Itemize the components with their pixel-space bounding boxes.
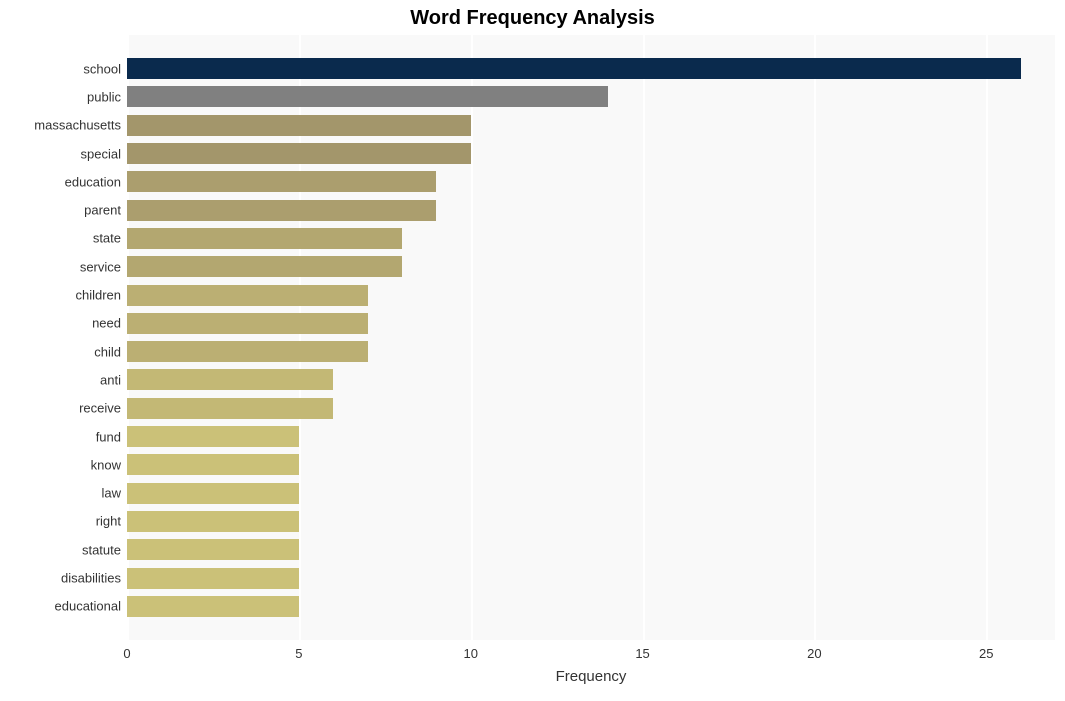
y-tick-label: need (92, 316, 121, 331)
x-tick-label: 5 (295, 646, 302, 661)
x-tick-label: 20 (807, 646, 821, 661)
y-tick-label: receive (79, 401, 121, 416)
bar (127, 454, 299, 475)
y-tick-label: special (81, 146, 121, 161)
bar (127, 398, 333, 419)
y-tick-label: right (96, 514, 121, 529)
bar (127, 58, 1021, 79)
bar (127, 539, 299, 560)
y-tick-label: education (65, 174, 121, 189)
bar (127, 511, 299, 532)
gridline (471, 35, 473, 640)
bar (127, 228, 402, 249)
y-tick-label: child (94, 344, 121, 359)
bar (127, 143, 471, 164)
y-tick-label: massachusetts (34, 118, 121, 133)
chart-title: Word Frequency Analysis (0, 7, 1065, 30)
bar (127, 313, 368, 334)
x-axis-label: Frequency (127, 668, 1055, 685)
y-tick-label: anti (100, 372, 121, 387)
gridline (986, 35, 988, 640)
y-tick-label: disabilities (61, 571, 121, 586)
bar (127, 256, 402, 277)
x-tick-label: 25 (979, 646, 993, 661)
y-tick-label: service (80, 259, 121, 274)
gridline (643, 35, 645, 640)
bar (127, 285, 368, 306)
y-tick-label: school (83, 61, 121, 76)
y-tick-label: statute (82, 542, 121, 557)
bar (127, 568, 299, 589)
y-tick-label: state (93, 231, 121, 246)
bar (127, 171, 436, 192)
plot-area: Frequency 0510152025schoolpublicmassachu… (127, 35, 1055, 640)
x-tick-label: 15 (635, 646, 649, 661)
bar (127, 596, 299, 617)
word-frequency-chart: Word Frequency Analysis Frequency 051015… (0, 0, 1065, 701)
y-tick-label: law (101, 486, 121, 501)
bar (127, 369, 333, 390)
gridline (814, 35, 816, 640)
x-tick-label: 10 (463, 646, 477, 661)
y-tick-label: children (75, 288, 121, 303)
y-tick-label: parent (84, 203, 121, 218)
bar (127, 426, 299, 447)
bar (127, 483, 299, 504)
y-tick-label: know (91, 457, 121, 472)
y-tick-label: fund (96, 429, 121, 444)
y-tick-label: educational (55, 599, 122, 614)
y-tick-label: public (87, 89, 121, 104)
bar (127, 115, 471, 136)
bar (127, 200, 436, 221)
bar (127, 86, 608, 107)
bar (127, 341, 368, 362)
x-tick-label: 0 (123, 646, 130, 661)
